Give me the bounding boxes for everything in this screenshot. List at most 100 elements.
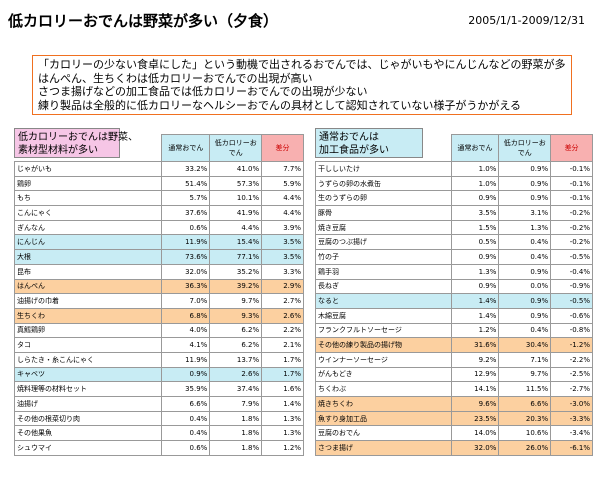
normal-cell: 9.2%	[450, 351, 500, 368]
table-row: 油揚げ 6.6% 7.9% 1.4%	[13, 396, 304, 412]
item-cell: 長ねぎ	[315, 278, 452, 295]
diff-cell: -0.1%	[550, 175, 593, 192]
table-row: なると 1.4% 0.9% -0.5%	[315, 293, 593, 309]
item-cell: シュウマイ	[13, 440, 163, 456]
page-title: 低カロリーおでんは野菜が多い（夕食）	[8, 12, 279, 30]
lowcal-cell: 37.4%	[209, 381, 263, 397]
table-row: 真鱈鶏卵 4.0% 6.2% 2.2%	[13, 322, 304, 339]
normal-cell: 14.0%	[450, 425, 500, 442]
diff-cell: -0.2%	[550, 205, 593, 221]
summary-line: はんぺん、生ちくわは低カロリーおでんでの出現が高い	[38, 71, 313, 85]
lowcal-cell: 0.9%	[498, 263, 552, 280]
table-row: こんにゃく 37.6% 41.9% 4.4%	[13, 205, 304, 221]
diff-cell: -0.4%	[550, 263, 593, 280]
diff-cell: 4.4%	[261, 190, 304, 207]
diff-cell: 5.9%	[261, 175, 304, 192]
normal-cell: 5.7%	[161, 190, 211, 207]
table-row: 豚骨 3.5% 3.1% -0.2%	[315, 205, 593, 221]
normal-cell: 0.6%	[161, 440, 211, 456]
item-cell: 焼きちくわ	[315, 396, 452, 412]
normal-cell: 33.2%	[161, 161, 211, 177]
lowcal-cell: 9.7%	[498, 366, 552, 383]
normal-cell: 0.5%	[450, 234, 500, 251]
lowcal-cell: 7.1%	[498, 351, 552, 368]
lowcal-cell: 26.0%	[498, 440, 552, 456]
diff-cell: -0.2%	[550, 219, 593, 236]
lowcal-cell: 1.8%	[209, 425, 263, 442]
diff-cell: 3.3%	[261, 263, 304, 280]
normal-cell: 9.6%	[450, 396, 500, 412]
diff-cell: -0.8%	[550, 322, 593, 339]
table-row: その他の練り製品の揚げ物 31.6% 30.4% -1.2%	[315, 337, 593, 353]
normal-cell: 32.0%	[450, 440, 500, 456]
lowcal-cell: 0.9%	[498, 161, 552, 177]
item-cell: タコ	[13, 337, 163, 353]
lowcal-cell: 35.2%	[209, 263, 263, 280]
normal-cell: 0.9%	[450, 190, 500, 207]
table-row: じゃがいも 33.2% 41.0% 7.7%	[13, 161, 304, 177]
normal-cell: 6.6%	[161, 396, 211, 412]
diff-cell: -0.1%	[550, 190, 593, 207]
diff-cell: -1.2%	[550, 337, 593, 353]
normal-cell: 36.3%	[161, 278, 211, 295]
lowcal-cell: 0.9%	[498, 293, 552, 309]
item-cell: こんにゃく	[13, 205, 163, 221]
lowcal-cell: 0.4%	[498, 249, 552, 265]
summary-line: 「カロリーの少ない食卓にした」という動機で出されるおでんでは、じゃがいもやにんじ…	[38, 58, 566, 71]
table-row: 魚すり身加工品 23.5% 20.3% -3.3%	[315, 410, 593, 427]
diff-cell: 3.5%	[261, 249, 304, 265]
table-row: ウインナーソーセージ 9.2% 7.1% -2.2%	[315, 351, 593, 368]
normal-table: 通常おでん 低カロリーおでん 差分 干ししいたけ 1.0% 0.9% -0.1% うずら…	[315, 134, 593, 456]
normal-cell: 3.5%	[450, 205, 500, 221]
item-cell: 焼き豆腐	[315, 219, 452, 236]
lowcal-cell: 0.9%	[498, 175, 552, 192]
table-row: 豆腐のつぶ揚げ 0.5% 0.4% -0.2%	[315, 234, 593, 251]
header-diff: 差分	[550, 134, 593, 162]
table-row: しらたき・糸こんにゃく 11.9% 13.7% 1.7%	[13, 351, 304, 368]
lowcal-cell: 6.6%	[498, 396, 552, 412]
normal-cell: 31.6%	[450, 337, 500, 353]
item-cell: 豆腐のおでん	[315, 425, 452, 442]
lowcal-cell: 30.4%	[498, 337, 552, 353]
lowcal-cell: 41.9%	[209, 205, 263, 221]
lowcal-table-title: 低カロリーおでんは野菜、 素材型材料が多い	[14, 128, 138, 158]
normal-cell: 0.4%	[161, 425, 211, 442]
normal-cell: 0.9%	[450, 249, 500, 265]
table-row: はんぺん 36.3% 39.2% 2.9%	[13, 278, 304, 295]
diff-cell: -0.1%	[550, 161, 593, 177]
table-row: 生のうずらの卵 0.9% 0.9% -0.1%	[315, 190, 593, 207]
item-cell: 木綿豆腐	[315, 307, 452, 324]
item-cell: もち	[13, 190, 163, 207]
table-row: フランクフルトソーセージ 1.2% 0.4% -0.8%	[315, 322, 593, 339]
table-row: 昆布 32.0% 35.2% 3.3%	[13, 263, 304, 280]
lowcal-cell: 3.1%	[498, 205, 552, 221]
diff-cell: -0.2%	[550, 234, 593, 251]
normal-cell: 1.2%	[450, 322, 500, 339]
lowcal-cell: 41.0%	[209, 161, 263, 177]
item-cell: キャベツ	[13, 366, 163, 383]
header-normal: 通常おでん	[450, 134, 500, 162]
diff-cell: -0.6%	[550, 307, 593, 324]
lowcal-cell: 13.7%	[209, 351, 263, 368]
diff-cell: 7.7%	[261, 161, 304, 177]
lowcal-cell: 77.1%	[209, 249, 263, 265]
diff-cell: 1.6%	[261, 381, 304, 397]
header-lowcal: 低カロリーおでん	[209, 134, 263, 162]
lowcal-cell: 57.3%	[209, 175, 263, 192]
normal-cell: 11.9%	[161, 234, 211, 251]
table-row: 焼きちくわ 9.6% 6.6% -3.0%	[315, 396, 593, 412]
diff-cell: 2.1%	[261, 337, 304, 353]
normal-cell: 1.0%	[450, 175, 500, 192]
lowcal-cell: 10.6%	[498, 425, 552, 442]
item-cell: なると	[315, 293, 452, 309]
item-cell: 真鱈鶏卵	[13, 322, 163, 339]
item-cell: 竹の子	[315, 249, 452, 265]
lowcal-cell: 0.4%	[498, 234, 552, 251]
lowcal-cell: 7.9%	[209, 396, 263, 412]
table-row: さつま揚げ 32.0% 26.0% -6.1%	[315, 440, 593, 456]
table-row: その他果魚 0.4% 1.8% 1.3%	[13, 425, 304, 442]
diff-cell: 2.2%	[261, 322, 304, 339]
diff-cell: -2.2%	[550, 351, 593, 368]
title-line: 素材型材料が多い	[18, 145, 98, 156]
normal-cell: 1.4%	[450, 293, 500, 309]
